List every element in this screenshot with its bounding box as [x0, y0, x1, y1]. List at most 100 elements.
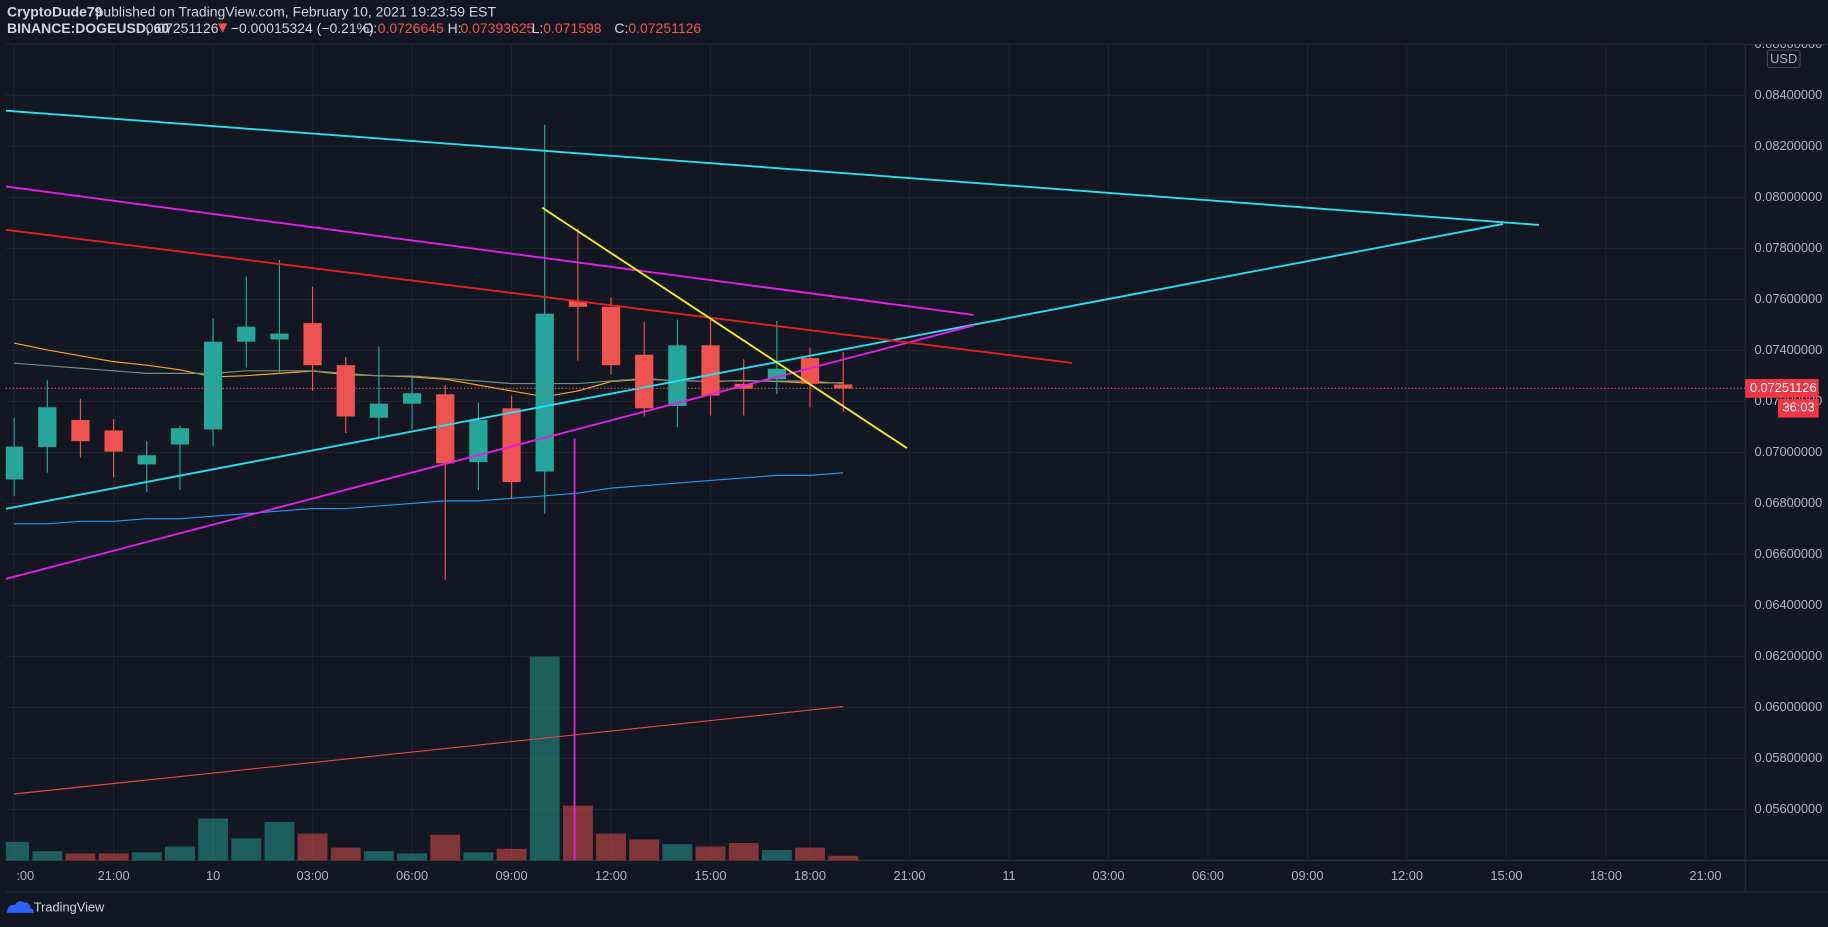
candle-body — [137, 455, 156, 465]
open-value: 0.0726645 — [378, 20, 444, 36]
x-tick-label: 15:00 — [1490, 868, 1522, 883]
candle-body — [402, 393, 422, 404]
candle-body — [469, 420, 488, 463]
volume-bar — [297, 833, 328, 861]
x-tick-label: 21:00 — [1689, 868, 1721, 883]
volume-bar — [795, 847, 825, 861]
candle-body — [170, 428, 190, 445]
candle-body — [502, 408, 521, 483]
volume-bar — [662, 844, 693, 861]
y-tick-label: 0.08600000 — [1755, 36, 1823, 51]
candle-body — [5, 446, 24, 480]
x-tick-label: 15:00 — [695, 868, 727, 883]
down-arrow — [218, 23, 228, 33]
candle-body — [369, 403, 389, 418]
price-label: 0.07251126 — [1750, 380, 1817, 395]
last-price: 0.07251126 — [146, 20, 219, 36]
trend-line — [5, 223, 1504, 510]
x-tick-label: 06:00 — [396, 868, 428, 883]
y-tick-label: 0.06800000 — [1755, 495, 1823, 510]
candle-body — [767, 368, 786, 380]
trend-line — [541, 206, 908, 449]
candles — [5, 124, 853, 581]
moving-average — [14, 472, 844, 525]
overlay: 0.07251126 36:03 — [5, 379, 1819, 418]
volume-bar — [463, 852, 494, 861]
candle-body — [38, 407, 57, 448]
volume-bar — [761, 849, 792, 861]
x-tick-label: 21:00 — [98, 868, 130, 883]
y-tick-label: 0.06000000 — [1755, 699, 1823, 714]
volume-bar — [695, 846, 726, 861]
candle-body — [668, 345, 687, 407]
volume-bar — [496, 848, 527, 861]
candle-body — [834, 384, 853, 389]
high-value: 0.07393625 — [460, 20, 534, 36]
trend-line — [5, 185, 974, 316]
countdown-box — [1777, 398, 1819, 418]
y-tick-label: 0.06200000 — [1755, 648, 1823, 663]
volume-bar — [5, 841, 30, 861]
candle-body — [800, 358, 820, 384]
y-tick-label: 0.07400000 — [1755, 342, 1823, 357]
x-tick-label: 03:00 — [1092, 868, 1124, 883]
candle-body — [203, 341, 223, 430]
x-tick-label: 09:00 — [496, 868, 528, 883]
y-tick-label: 0.05600000 — [1755, 801, 1823, 816]
candle-body — [104, 430, 123, 452]
published: published on TradingView.com, February 1… — [96, 4, 497, 20]
candle-body — [336, 365, 355, 417]
ohlc-label: H: — [448, 20, 462, 36]
volume-bar — [165, 846, 195, 861]
y-tick-label: 0.08200000 — [1755, 138, 1823, 153]
volume-pane — [5, 656, 859, 861]
volume-bar — [728, 842, 759, 861]
candle-body — [601, 306, 621, 366]
x-tick-label: 21:00 — [893, 868, 925, 883]
candle-body — [303, 323, 322, 366]
x-tick-label: 11 — [1002, 868, 1015, 883]
trend-line — [5, 324, 974, 580]
ohlc-label: C: — [614, 20, 628, 36]
candle-body — [436, 394, 455, 464]
ohlc-label: L: — [532, 20, 544, 36]
close-value: 0.07251126 — [628, 20, 701, 36]
volume-bar — [131, 852, 162, 861]
x-tick-label: 06:00 — [1192, 868, 1224, 883]
volume-bar — [529, 656, 560, 861]
candle-body — [237, 326, 256, 342]
candle-body — [568, 300, 588, 307]
y-tick-label: 0.08000000 — [1755, 189, 1823, 204]
y-tick-label: 0.06600000 — [1755, 546, 1823, 561]
x-tick-label: 09:00 — [1291, 868, 1323, 883]
volume-bar — [629, 839, 660, 861]
x-tick-label: :00 — [16, 868, 34, 883]
volume-bar — [98, 853, 129, 861]
y-tick-label: 0.05800000 — [1755, 750, 1823, 765]
candle-body — [701, 345, 720, 396]
drawings — [5, 109, 1540, 861]
y-tick-label: 0.07800000 — [1755, 240, 1823, 255]
volume-bar — [430, 834, 461, 861]
author: CryptoDude79 — [7, 4, 103, 20]
price-label-box — [1745, 379, 1819, 398]
volume-bar — [198, 818, 229, 861]
volume-bar — [65, 853, 96, 861]
candle-body — [535, 313, 554, 472]
low-value: 0.071598 — [543, 20, 601, 36]
x-tick-label: 18:00 — [1590, 868, 1622, 883]
symbol: BINANCE:DOGEUSD, 60 — [7, 20, 169, 36]
y-tick-label: 0.07000000 — [1755, 444, 1823, 459]
volume-bar — [828, 855, 859, 861]
countdown: 36:03 — [1783, 400, 1815, 415]
trend-line — [5, 228, 1073, 364]
change: −0.00015324 (−0.21%) — [231, 20, 374, 36]
volume-bar — [562, 805, 593, 861]
currency: USD — [1770, 51, 1797, 66]
candle-body — [635, 354, 654, 409]
y-tick-label: 0.07600000 — [1755, 291, 1823, 306]
volume-bar — [397, 853, 427, 861]
x-axis: :00 21:00 10 03:00 06:00 09:00 12:00 15:00 18:00… — [16, 868, 1721, 883]
